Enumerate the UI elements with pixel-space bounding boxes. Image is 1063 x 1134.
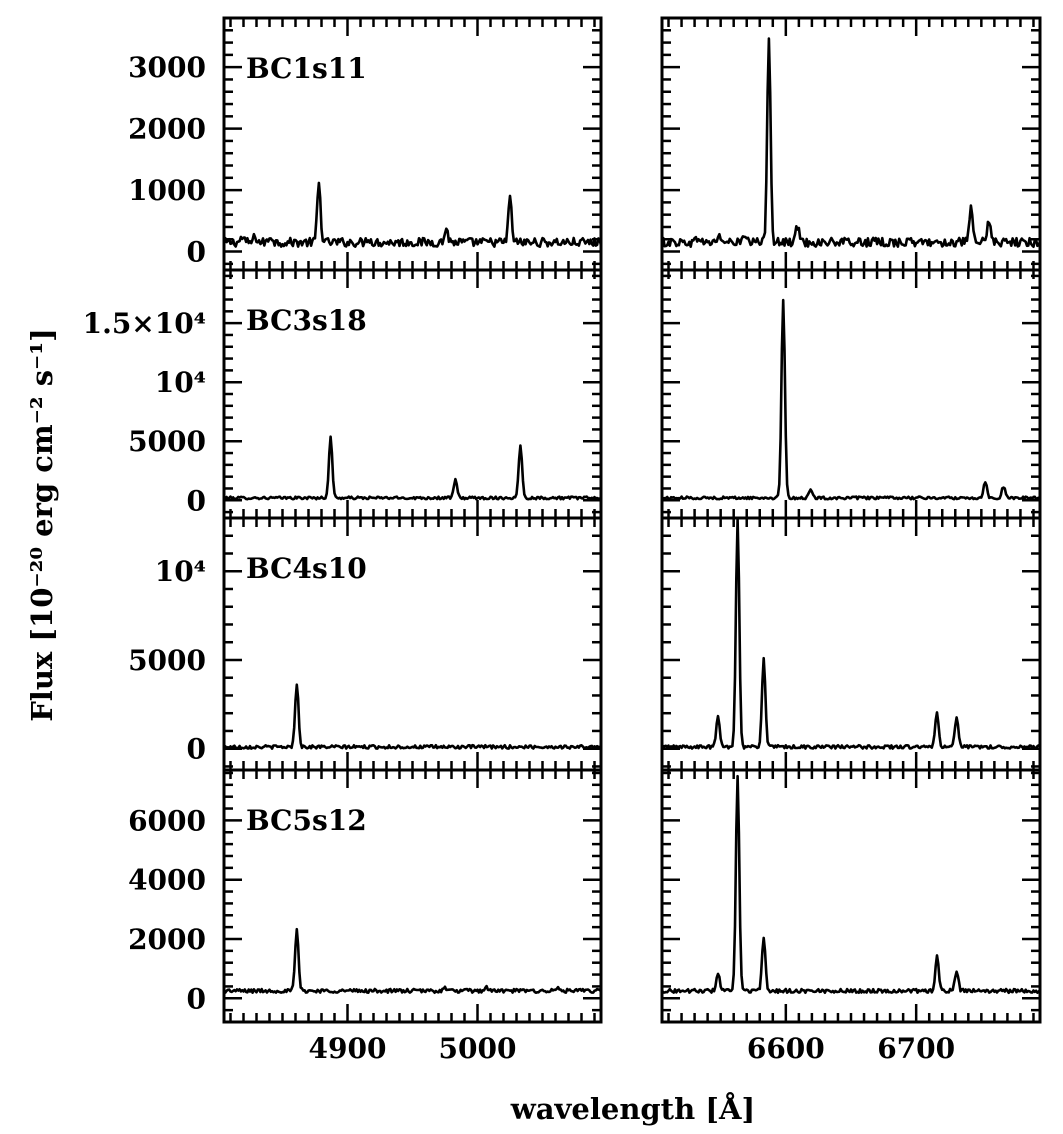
- x-tick-label: 6700: [877, 1032, 955, 1065]
- y-tick-label: 10⁴: [155, 555, 206, 588]
- y-tick-label: 5000: [128, 644, 206, 677]
- panel-BC1s11-col2: [660, 16, 1042, 272]
- panel-grid: 0 1000 2000 3000 BC1s11 0 5000 10⁴ 1.5×10⁴ BC3s18…: [83, 16, 1042, 1065]
- panel-frame: [660, 268, 1042, 520]
- panel-BC4s10-col1: 0 5000 10⁴ BC4s10: [128, 516, 603, 772]
- y-axis-title: Flux [10⁻²⁰ erg cm⁻² s⁻¹]: [25, 328, 59, 722]
- spectrum-line-BC5s12: [660, 774, 1041, 995]
- panel-BC3s18-col2: [660, 268, 1042, 520]
- spectrum-line-BC3s18: [223, 435, 603, 501]
- spectrum-line-BC1s11: [660, 37, 1042, 248]
- spectrum-line-BC4s10: [223, 683, 602, 750]
- y-tick-label: 0: [187, 982, 206, 1015]
- panel-label: BC4s10: [246, 552, 367, 585]
- y-tick-label: 3000: [128, 51, 206, 84]
- panel-frame: [660, 516, 1042, 772]
- y-tick-label: 6000: [128, 804, 206, 837]
- y-tick-label: 1000: [128, 174, 206, 207]
- panel-label: BC5s12: [246, 804, 367, 837]
- x-axis-title: wavelength [Å]: [510, 1091, 755, 1126]
- panel-BC5s12-col2: 6600 6700: [660, 768, 1042, 1065]
- x-tick-label: 5000: [439, 1032, 517, 1065]
- spectrum-line-BC5s12: [222, 927, 603, 995]
- spectrum-line-BC3s18: [661, 298, 1041, 501]
- panel-label: BC3s18: [246, 304, 367, 337]
- y-tick-label: 0: [187, 236, 206, 269]
- panel-BC1s11-col1: 0 1000 2000 3000 BC1s11: [128, 16, 603, 272]
- spectrum-line-BC4s10: [661, 518, 1040, 750]
- panel-BC4s10-col2: [660, 516, 1042, 772]
- y-tick-label: 0: [187, 733, 206, 766]
- y-tick-label: 0: [187, 484, 206, 517]
- y-tick-label: 2000: [128, 923, 206, 956]
- x-tick-label: 6600: [747, 1032, 825, 1065]
- y-tick-label: 5000: [128, 425, 206, 458]
- y-tick-label: 2000: [128, 113, 206, 146]
- panel-BC3s18-col1: 0 5000 10⁴ 1.5×10⁴ BC3s18: [83, 268, 603, 520]
- panel-frame: [660, 16, 1042, 272]
- y-tick-label: 4000: [128, 864, 206, 897]
- panel-label: BC1s11: [246, 52, 367, 85]
- x-tick-label: 4900: [309, 1032, 387, 1065]
- y-tick-label: 1.5×10⁴: [83, 307, 206, 340]
- panel-frame: [660, 768, 1042, 1024]
- spectrum-line-BC1s11: [222, 181, 603, 248]
- y-tick-label: 10⁴: [155, 366, 206, 399]
- panel-BC5s12-col1: 0 2000 4000 6000 4900 5000 BC5s12: [128, 768, 603, 1065]
